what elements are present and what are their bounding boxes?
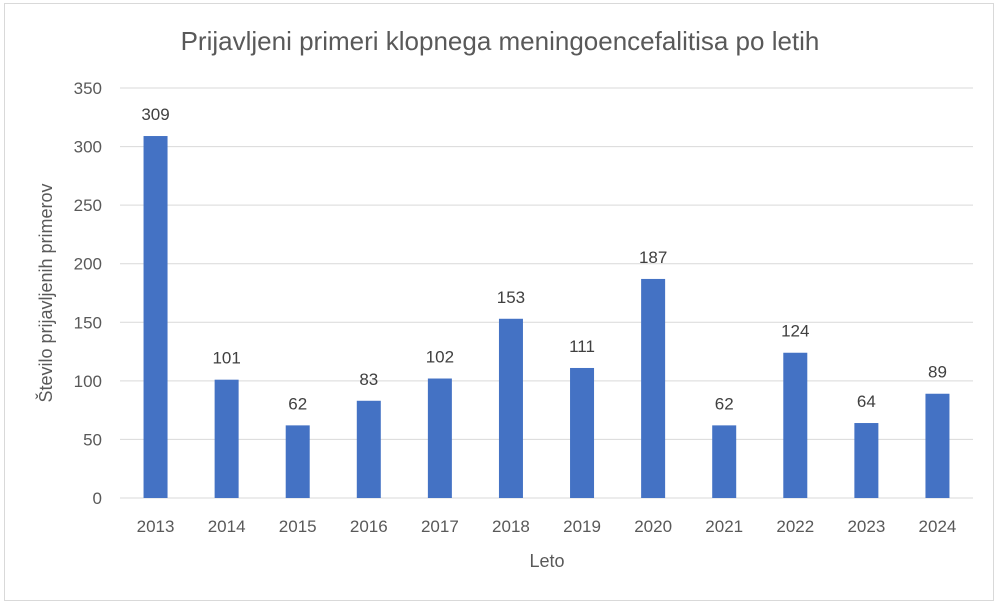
data-label: 62 [288,394,307,413]
y-tick-label: 250 [74,196,102,215]
x-tick-label: 2018 [492,517,530,536]
y-tick-label: 200 [74,255,102,274]
data-label: 187 [639,248,667,267]
bar [925,393,950,498]
y-tick-label: 300 [74,138,102,157]
bar [356,400,381,498]
data-label: 83 [359,370,378,389]
bar [712,425,737,498]
data-label: 124 [781,322,809,341]
y-tick-label: 0 [93,489,102,508]
chart-title: Prijavljeni primeri klopnega meningoence… [181,26,820,56]
bar [285,425,310,498]
data-label: 101 [212,349,240,368]
x-tick-label: 2022 [776,517,814,536]
x-tick-label: 2024 [919,517,957,536]
x-axis-label: Leto [529,551,564,571]
data-label: 62 [715,394,734,413]
bar [570,367,595,498]
data-label: 153 [497,288,525,307]
x-tick-label: 2020 [634,517,672,536]
y-axis-label: Število prijavljenih primerov [35,183,56,402]
data-label: 64 [857,392,876,411]
data-label: 309 [141,105,169,124]
bar [427,378,452,498]
bar [498,318,523,498]
data-label: 102 [426,348,454,367]
bar [854,423,879,498]
x-tick-label: 2017 [421,517,459,536]
bar [214,379,239,498]
x-tick-label: 2019 [563,517,601,536]
y-tick-label: 150 [74,313,102,332]
bar [641,278,666,498]
data-label: 89 [928,363,947,382]
chart-frame [4,3,994,601]
x-tick-label: 2014 [208,517,246,536]
bar [143,136,168,498]
x-tick-label: 2016 [350,517,388,536]
x-tick-label: 2013 [137,517,175,536]
y-tick-label: 50 [83,430,102,449]
bar [783,352,808,498]
y-tick-label: 100 [74,372,102,391]
data-label: 111 [569,337,595,356]
x-tick-label: 2023 [847,517,885,536]
y-tick-label: 350 [74,79,102,98]
x-tick-label: 2021 [705,517,743,536]
x-tick-label: 2015 [279,517,317,536]
